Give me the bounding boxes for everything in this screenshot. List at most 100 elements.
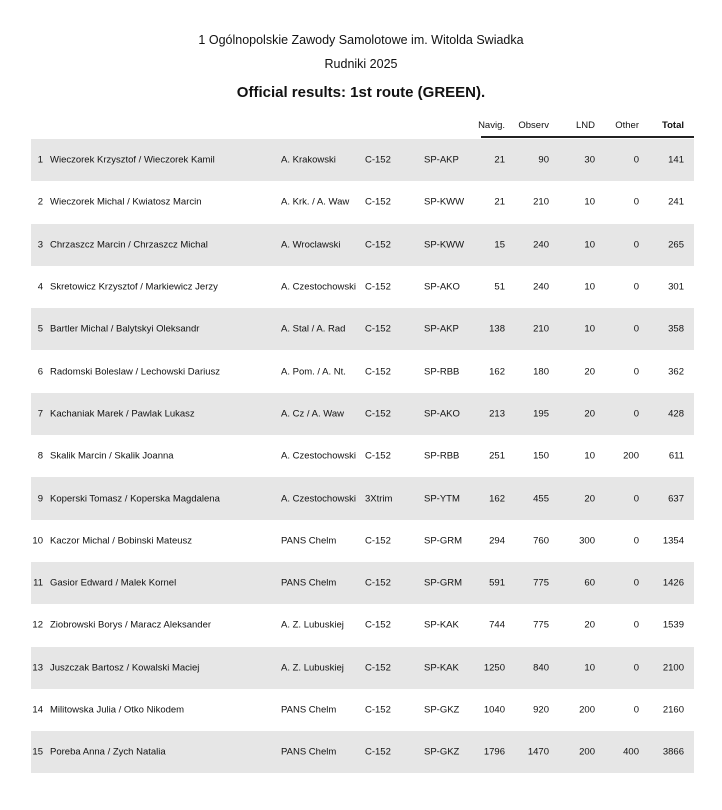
- cell-crew: Gasior Edward / Malek Kornel: [50, 577, 177, 589]
- cell-navig: 591: [489, 577, 505, 589]
- cell-reg: SP-KAK: [424, 619, 459, 631]
- cell-reg: SP-RBB: [424, 450, 460, 462]
- cell-reg: SP-KWW: [424, 196, 465, 208]
- cell-club: PANS Chelm: [281, 704, 337, 716]
- cell-total: 358: [668, 323, 684, 335]
- cell-club: A. Czestochowski: [281, 281, 356, 293]
- cell-navig: 162: [489, 366, 505, 378]
- header-divider: [481, 136, 694, 138]
- cell-lnd: 20: [584, 493, 595, 505]
- header-observ: Observ: [518, 120, 549, 131]
- cell-crew: Wieczorek Krzysztof / Wieczorek Kamil: [50, 154, 215, 166]
- cell-plane: C-152: [365, 154, 391, 166]
- cell-navig: 744: [489, 619, 505, 631]
- cell-reg: SP-YTM: [424, 493, 460, 505]
- cell-rank: 13: [32, 662, 43, 674]
- cell-rank: 7: [37, 408, 43, 420]
- cell-observ: 455: [533, 493, 549, 505]
- cell-crew: Skalik Marcin / Skalik Joanna: [50, 450, 174, 462]
- cell-other: 0: [633, 662, 639, 674]
- table-row: 12 Ziobrowski Borys / Maracz Aleksander A.…: [31, 604, 694, 646]
- cell-total: 141: [668, 154, 684, 166]
- cell-lnd: 20: [584, 408, 595, 420]
- cell-club: A. Czestochowski: [281, 493, 356, 505]
- cell-plane: C-152: [365, 535, 391, 547]
- cell-lnd: 10: [584, 662, 595, 674]
- cell-rank: 5: [37, 323, 43, 335]
- cell-total: 2100: [662, 662, 684, 674]
- cell-club: A. Krakowski: [281, 154, 336, 166]
- cell-other: 0: [633, 408, 639, 420]
- cell-other: 0: [633, 535, 639, 547]
- cell-rank: 15: [32, 746, 43, 758]
- table-row: 8 Skalik Marcin / Skalik Joanna A. Czestoc…: [31, 435, 694, 477]
- cell-reg: SP-KAK: [424, 662, 459, 674]
- cell-observ: 840: [533, 662, 549, 674]
- cell-other: 400: [623, 746, 639, 758]
- cell-rank: 2: [37, 196, 43, 208]
- cell-crew: Wieczorek Michal / Kwiatosz Marcin: [50, 196, 202, 208]
- header-navig: Navig.: [478, 120, 505, 131]
- table-row: 14 Militowska Julia / Otko Nikodem PANS Ch…: [31, 689, 694, 731]
- cell-navig: 1796: [483, 746, 505, 758]
- cell-observ: 240: [533, 281, 549, 293]
- cell-total: 3866: [662, 746, 684, 758]
- cell-rank: 3: [37, 239, 43, 251]
- table-row: 3 Chrzaszcz Marcin / Chrzaszcz Michal A. W…: [31, 223, 694, 266]
- results-heading: Official results: 1st route (GREEN).: [236, 84, 486, 101]
- cell-lnd: 200: [579, 704, 595, 716]
- document-subtitle: Rudniki 2025: [324, 57, 398, 71]
- cell-other: 0: [633, 196, 639, 208]
- cell-plane: C-152: [365, 196, 391, 208]
- cell-navig: 213: [489, 408, 505, 420]
- table-row: 4 Skretowicz Krzysztof / Markiewicz Jerzy…: [31, 266, 694, 308]
- cell-plane: 3Xtrim: [365, 493, 393, 505]
- cell-crew: Kachaniak Marek / Pawlak Lukasz: [50, 408, 195, 420]
- cell-reg: SP-AKP: [424, 323, 459, 335]
- cell-observ: 920: [533, 704, 549, 716]
- header-lnd: LND: [575, 120, 595, 131]
- cell-rank: 1: [37, 154, 43, 166]
- cell-plane: C-152: [365, 366, 391, 378]
- table-row: 6 Radomski Boleslaw / Lechowski Dariusz A.…: [31, 350, 694, 392]
- cell-crew: Skretowicz Krzysztof / Markiewicz Jerzy: [50, 281, 218, 293]
- cell-plane: C-152: [365, 450, 391, 462]
- cell-reg: SP-GKZ: [424, 704, 460, 716]
- cell-total: 611: [668, 450, 684, 462]
- cell-observ: 210: [533, 323, 549, 335]
- cell-total: 2160: [662, 704, 684, 716]
- cell-other: 0: [633, 239, 639, 251]
- cell-club: A. Wroclawski: [281, 239, 341, 251]
- table-row: 13 Juszczak Bartosz / Kowalski Maciej A. Z…: [31, 646, 694, 689]
- cell-observ: 150: [533, 450, 549, 462]
- cell-plane: C-152: [365, 239, 391, 251]
- cell-plane: C-152: [365, 662, 391, 674]
- cell-plane: C-152: [365, 704, 391, 716]
- cell-rank: 12: [32, 619, 43, 631]
- cell-lnd: 10: [584, 323, 595, 335]
- table-row: 15 Poreba Anna / Zych Natalia PANS Chelm C-…: [31, 731, 694, 774]
- results-table: 1 Wieczorek Krzysztof / Wieczorek Kamil A.…: [31, 139, 694, 774]
- cell-rank: 4: [37, 281, 43, 293]
- cell-lnd: 20: [584, 619, 595, 631]
- cell-plane: C-152: [365, 619, 391, 631]
- cell-crew: Radomski Boleslaw / Lechowski Dariusz: [50, 366, 221, 378]
- cell-club: A. Pom. / A. Nt.: [281, 366, 346, 378]
- cell-lnd: 30: [584, 154, 595, 166]
- cell-club: A. Z. Lubuskiej: [281, 619, 344, 631]
- table-row: 7 Kachaniak Marek / Pawlak Lukasz A. Cz / …: [31, 392, 694, 436]
- cell-rank: 14: [32, 704, 43, 716]
- cell-reg: SP-RBB: [424, 366, 460, 378]
- cell-reg: SP-GKZ: [424, 746, 460, 758]
- cell-other: 0: [633, 493, 639, 505]
- cell-rank: 6: [37, 366, 43, 378]
- cell-observ: 760: [533, 535, 549, 547]
- cell-plane: C-152: [365, 281, 391, 293]
- cell-lnd: 20: [584, 366, 595, 378]
- cell-crew: Militowska Julia / Otko Nikodem: [50, 704, 185, 716]
- cell-navig: 51: [494, 281, 505, 293]
- cell-reg: SP-AKP: [424, 154, 459, 166]
- cell-observ: 775: [533, 577, 549, 589]
- cell-total: 241: [668, 196, 684, 208]
- cell-navig: 162: [489, 493, 505, 505]
